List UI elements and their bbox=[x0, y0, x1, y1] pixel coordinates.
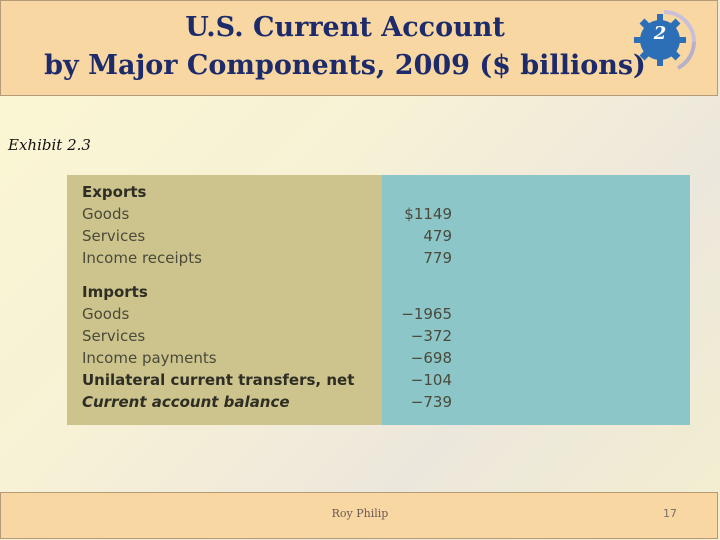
slide-badge-number: 2 bbox=[653, 23, 667, 44]
table-row: Income receipts 779 bbox=[67, 247, 690, 269]
row-label: Unilateral current transfers, net bbox=[82, 371, 355, 389]
row-value: −372 bbox=[410, 327, 452, 345]
table-row: Exports bbox=[67, 181, 690, 203]
table-row: Goods $1149 bbox=[67, 203, 690, 225]
title-band bbox=[0, 0, 718, 96]
table-row: Current account balance −739 bbox=[67, 391, 690, 413]
table-row: Imports bbox=[67, 281, 690, 303]
row-label: Goods bbox=[82, 305, 130, 323]
row-label: Income payments bbox=[82, 349, 217, 367]
footer-author: Roy Philip bbox=[331, 507, 389, 520]
row-label: Current account balance bbox=[82, 393, 290, 411]
table-row: Services 479 bbox=[67, 225, 690, 247]
row-label: Services bbox=[82, 227, 146, 245]
gear-icon bbox=[634, 10, 696, 70]
table-row: Goods −1965 bbox=[67, 303, 690, 325]
row-value: 779 bbox=[423, 249, 452, 267]
row-value: −1965 bbox=[401, 305, 452, 323]
label-column bbox=[67, 175, 382, 425]
row-value: −739 bbox=[410, 393, 452, 411]
row-value: 479 bbox=[423, 227, 452, 245]
row-label: Goods bbox=[82, 205, 130, 223]
slide-title-line-1: U.S. Current Account bbox=[185, 12, 505, 43]
row-value: −104 bbox=[410, 371, 452, 389]
table-row: Income payments −698 bbox=[67, 347, 690, 369]
row-value: $1149 bbox=[404, 205, 452, 223]
row-label: Imports bbox=[82, 283, 148, 301]
row-value: −698 bbox=[410, 349, 452, 367]
table-row: Services −372 bbox=[67, 325, 690, 347]
footer-band bbox=[0, 492, 718, 539]
slide-title-line-2: by Major Components, 2009 ($ billions) bbox=[44, 50, 646, 81]
exhibit-label: Exhibit 2.3 bbox=[8, 136, 91, 154]
row-label: Income receipts bbox=[82, 249, 202, 267]
row-label: Services bbox=[82, 327, 146, 345]
row-label: Exports bbox=[82, 183, 147, 201]
components-table: Exports Goods $1149 Services 479 Income recei… bbox=[67, 175, 690, 425]
page-number: 17 bbox=[663, 507, 677, 520]
table-row: Unilateral current transfers, net −104 bbox=[67, 369, 690, 391]
